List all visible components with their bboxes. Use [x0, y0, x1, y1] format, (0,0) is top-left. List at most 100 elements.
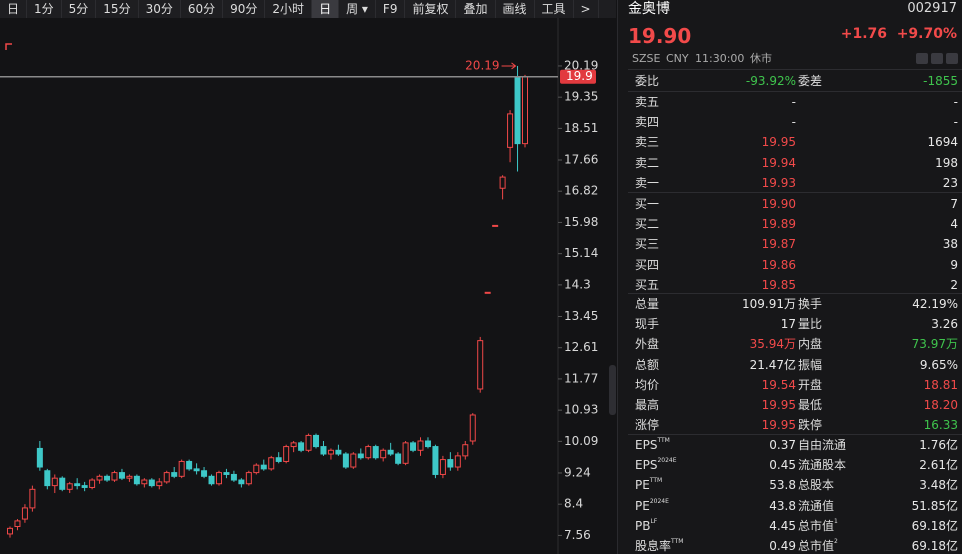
- book-price: 19.85: [761, 277, 796, 292]
- change: +1.76: [840, 26, 887, 42]
- scroll-handle[interactable]: [609, 365, 616, 415]
- tool-icon[interactable]: [946, 53, 958, 64]
- field-value: 18.20: [923, 398, 958, 412]
- book-price: 19.90: [761, 197, 796, 211]
- toolbar-button[interactable]: 周 ▾: [339, 0, 376, 18]
- separator: [628, 91, 962, 92]
- field-label: 最高: [635, 398, 660, 412]
- max-arrow: [501, 62, 517, 70]
- toolbar-button[interactable]: 90分: [223, 0, 266, 18]
- field-label: 流通股本: [798, 458, 847, 473]
- field-value: 3.48亿: [919, 478, 958, 493]
- toolbar-button[interactable]: 5分: [62, 0, 97, 18]
- field-label: 委差: [798, 74, 823, 88]
- y-tick-label: 18.51: [564, 121, 598, 135]
- field-label: 换手: [798, 297, 823, 311]
- max-label: 20.19: [465, 58, 499, 72]
- candle-body: [29, 488, 36, 509]
- field-value: -93.92%: [745, 74, 796, 88]
- candle-body: [89, 479, 96, 488]
- candle-body: [283, 446, 290, 462]
- candle-body: [454, 455, 461, 468]
- book-level: 买三: [635, 237, 660, 252]
- toolbar-button[interactable]: 前复权: [405, 0, 457, 18]
- field-value: 42.19%: [912, 297, 958, 311]
- candle-body: [387, 449, 394, 455]
- label-superscript: 2024E: [649, 497, 669, 505]
- candle-body: [21, 507, 28, 520]
- y-tick-label: 17.66: [564, 152, 598, 166]
- toolbar-button[interactable]: F9: [376, 0, 406, 18]
- toolbar: 日 1分 5分 15分 30分 60分 90分 2小时日周 ▾ F9 前复权 叠加 画线 工具 >: [0, 0, 616, 18]
- field-label: 总额: [635, 357, 660, 372]
- field-value: 17: [780, 317, 796, 332]
- candle-body: [111, 472, 118, 481]
- candle-body: [365, 446, 372, 459]
- candle-body: [447, 459, 454, 468]
- field-value: 0.49: [769, 539, 796, 553]
- candle-body: [424, 440, 431, 448]
- candle-body: [7, 527, 13, 535]
- candle-body: [245, 472, 252, 485]
- toolbar-button[interactable]: 日: [312, 0, 340, 18]
- candle-body: [380, 449, 387, 459]
- book-price: 19.95: [761, 135, 796, 150]
- book-volume: 38: [942, 237, 958, 252]
- field-label: 振幅: [798, 357, 823, 372]
- field-value: 19.95: [761, 398, 796, 412]
- toolbar-button[interactable]: 画线: [496, 0, 535, 18]
- field-label: 均价: [635, 377, 660, 392]
- tool-icon[interactable]: [931, 53, 943, 64]
- last-price-label: 19.9: [566, 69, 593, 83]
- field-value: 73.97万: [911, 337, 958, 352]
- label-superscript: TTM: [649, 477, 663, 485]
- candle-body: [51, 477, 58, 487]
- field-value: 1.76亿: [919, 438, 958, 452]
- candle-body: [163, 472, 170, 483]
- book-level: 卖一: [635, 175, 660, 190]
- book-volume: 7: [950, 197, 958, 211]
- field-label: 外盘: [635, 337, 660, 352]
- toolbar-button[interactable]: 日: [0, 0, 28, 18]
- field-value: 0.45: [769, 458, 796, 473]
- toolbar-button[interactable]: 1分: [27, 0, 62, 18]
- book-price: 19.93: [761, 175, 796, 190]
- book-volume: -: [953, 95, 958, 109]
- y-tick-label: 9.24: [564, 465, 591, 479]
- toolbar-button[interactable]: 30分: [139, 0, 181, 18]
- y-tick-label: 7.56: [564, 528, 591, 542]
- tool-icon[interactable]: [916, 53, 928, 64]
- toolbar-button[interactable]: 工具: [535, 0, 574, 18]
- candle-body: [350, 453, 357, 468]
- field-value: 43.8: [769, 498, 796, 513]
- y-tick-label: 12.61: [564, 340, 598, 354]
- field-label: 内盘: [798, 337, 823, 352]
- field-label: 总量: [635, 297, 660, 311]
- field-label: PE2024E: [635, 497, 669, 513]
- toolbar-button[interactable]: 2小时: [265, 0, 313, 18]
- book-level: 买一: [635, 197, 660, 211]
- field-value: -1855: [923, 74, 958, 88]
- candle-body: [230, 473, 237, 481]
- book-volume: 9: [950, 257, 958, 272]
- y-tick-label: 8.4: [564, 497, 583, 511]
- toolbar-button[interactable]: 叠加: [456, 0, 496, 18]
- separator: [628, 293, 962, 294]
- toolbar-button[interactable]: 60分: [181, 0, 224, 18]
- book-volume: 198: [935, 155, 958, 170]
- book-level: 卖四: [635, 115, 660, 130]
- book-volume: -: [953, 115, 958, 130]
- candle-body: [439, 459, 446, 475]
- candle-body: [201, 470, 208, 477]
- corner-marker: [5, 43, 12, 50]
- field-label: 开盘: [798, 377, 823, 392]
- book-price: 19.94: [761, 155, 796, 170]
- label-superscript: 1: [834, 517, 838, 525]
- candle-body: [141, 479, 148, 485]
- candle-body: [357, 453, 364, 459]
- y-tick-label: 11.77: [564, 371, 598, 385]
- candle-body: [126, 475, 133, 479]
- toolbar-button[interactable]: 15分: [96, 0, 139, 18]
- toolbar-button[interactable]: >: [574, 0, 599, 18]
